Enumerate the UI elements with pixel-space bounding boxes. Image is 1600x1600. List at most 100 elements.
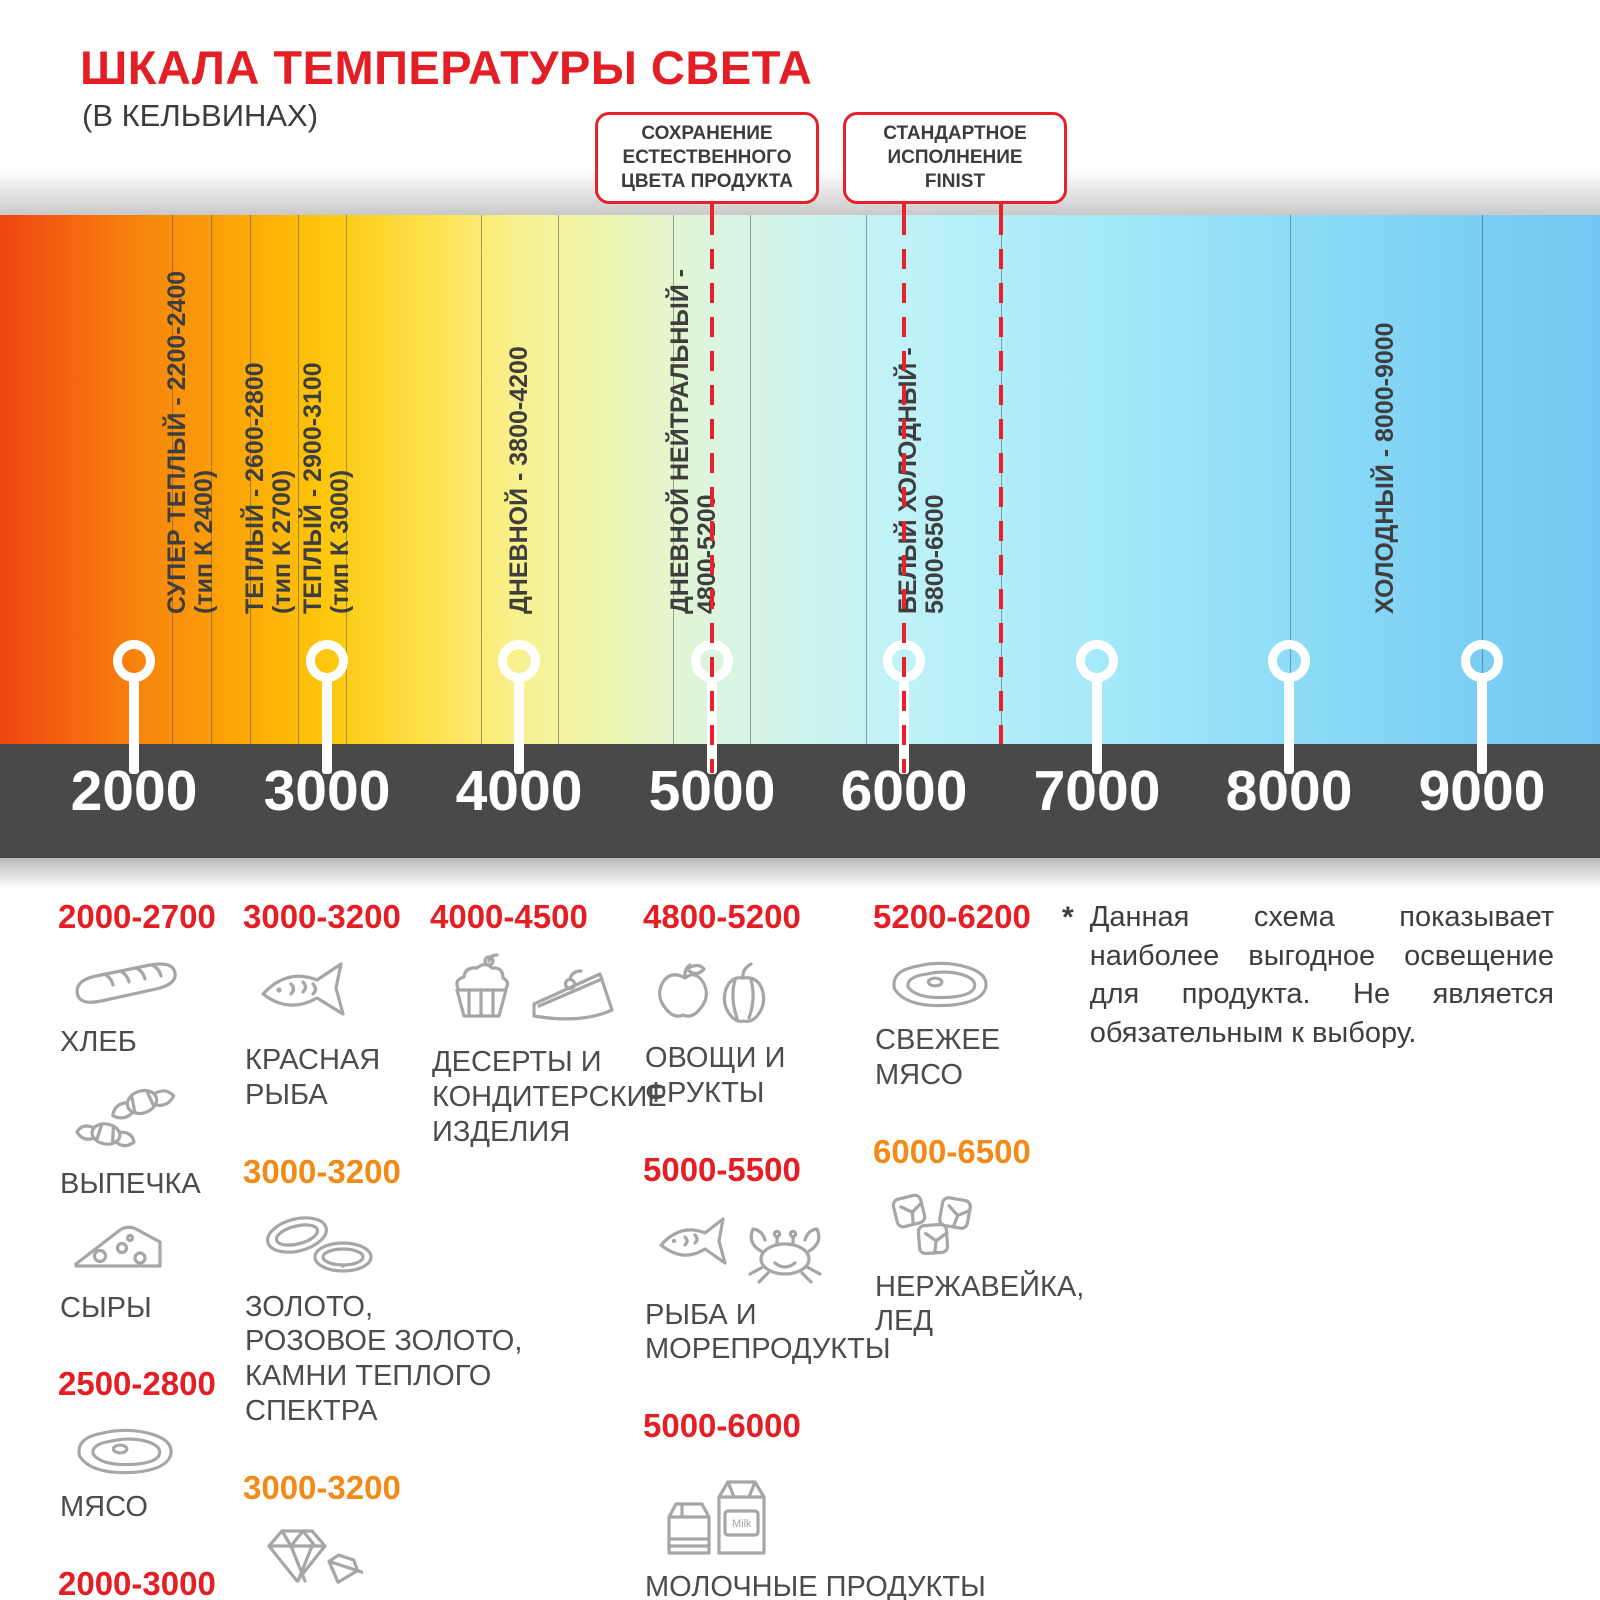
marker-stem-8000 [1284, 674, 1294, 774]
legend-column-1: 2000-2700 ХЛЕБ ВЫПЕЧКА СЫРЫ 2500-2800 МЯ… [58, 898, 216, 1600]
ice-cubes-icon [885, 1187, 1084, 1264]
marker-ring-9000 [1461, 640, 1503, 682]
dashed-line-5000k [710, 215, 714, 773]
callout-leg-6000 [902, 197, 906, 216]
kelvin-axis-bar [0, 744, 1600, 858]
zone-label-text: ТЕПЛЫЙ - 2600-2800 [241, 362, 269, 614]
bottom-shadow-band [0, 858, 1600, 894]
zone-label-warm-3000: ТЕПЛЫЙ - 2900-3100 (тип К 3000) [299, 362, 354, 614]
marker-ring-4000 [498, 640, 540, 682]
boundary-9000k [1482, 215, 1483, 744]
zone-label-text: ХОЛОДНЫЙ - 8000-9000 [1371, 322, 1399, 614]
zone-label-text: ТЕПЛЫЙ - 2900-3100 [299, 362, 327, 614]
item-label: СЫРЫ [60, 1291, 152, 1324]
callout-leg-6500 [999, 197, 1003, 216]
desserts-icon [442, 952, 667, 1039]
tick-7000: 7000 [1033, 759, 1161, 823]
callout-natural-line1: СОХРАНЕНИЕ [641, 122, 773, 144]
marker-ring-8000 [1268, 640, 1310, 682]
page-subtitle: (В КЕЛЬВИНАХ) [82, 98, 319, 133]
callout-natural-line2: ЕСТЕСТВЕННОГО [622, 146, 792, 168]
marker-stem-3000 [322, 674, 332, 774]
item-label: МОЛОЧНЫЕ ПРОДУКТЫ [645, 1571, 986, 1600]
tick-3000: 3000 [263, 759, 391, 823]
range-badge: 6000-6500 [873, 1132, 1031, 1170]
zone-label-text: ДНЕВНОЙ НЕЙТРАЛЬНЫЙ - [666, 268, 694, 614]
legend-column-3: 4000-4500 ДЕСЕРТЫ И КОНДИТЕРСКИЕ ИЗДЕЛИЯ [430, 898, 667, 1157]
fruits-vegetables-icon [655, 952, 986, 1035]
item-label: СВЕЖЕЕ МЯСО [875, 1024, 1001, 1091]
boundary-3800k [481, 215, 482, 744]
range-badge: 2000-3000 [58, 1565, 216, 1600]
range-badge: 3000-3200 [243, 898, 401, 935]
diamonds-icon [255, 1523, 522, 1594]
milk-icon: Milk [655, 1461, 986, 1564]
item-label: НЕРЖАВЕЙКА, ЛЕД [875, 1270, 1085, 1338]
zone-label-text: 4800-5200 [693, 494, 721, 614]
item-label: МЯСО [60, 1491, 148, 1524]
item-label: ЗОЛОТО, РОЗОВОЕ ЗОЛОТО, КАМНИ ТЕПЛОГО СП… [245, 1290, 523, 1427]
red-fish-icon [255, 952, 522, 1037]
meat-icon [70, 1419, 216, 1484]
zone-label-text: (тип К 2700) [268, 469, 296, 614]
range-badge: 5000-6000 [643, 1407, 801, 1445]
boundary-3100k [346, 215, 347, 744]
marker-stem-7000 [1092, 674, 1102, 774]
range-badge: 4800-5200 [643, 898, 801, 935]
item-label: КРАСНАЯ РЫБА [245, 1044, 381, 1111]
boundary-4800k [673, 215, 674, 744]
tick-8000: 8000 [1225, 759, 1353, 823]
boundary-5800k [866, 215, 867, 744]
temperature-gradient-bar [0, 215, 1600, 744]
zone-label-text: ДНЕВНОЙ - 3800-4200 [505, 346, 533, 614]
item-label: ВЫПЕЧКА [60, 1167, 201, 1200]
boundary-5200k [750, 215, 751, 744]
callout-finist-line2: ИСПОЛНЕНИЕ [887, 146, 1023, 168]
item-label: РЫБА И МОРЕПРОДУКТЫ [645, 1298, 891, 1366]
range-badge: 4000-4500 [430, 898, 588, 935]
boundary-2600k [250, 215, 251, 744]
zone-label-daylight: ДНЕВНОЙ - 3800-4200 [505, 346, 533, 614]
boundary-4200k [558, 215, 559, 744]
range-badge: 5000-5500 [643, 1150, 801, 1188]
marker-ring-3000 [306, 640, 348, 682]
marker-stem-9000 [1477, 674, 1487, 774]
marker-ring-2000 [113, 640, 155, 682]
callout-finist-line3: FINIST [924, 171, 986, 193]
item-label: ХЛЕБ [60, 1026, 137, 1058]
callout-natural-line3: ЦВЕТА ПРОДУКТА [620, 171, 794, 193]
footnote: * Данная схема показывает наиболее выгод… [1062, 898, 1554, 1052]
legend-column-2: 3000-3200 КРАСНАЯ РЫБА 3000-3200 ЗОЛОТО,… [243, 898, 522, 1600]
boundary-2850k [298, 215, 299, 744]
range-badge: 2000-2700 [58, 898, 216, 935]
marker-stem-4000 [514, 674, 524, 774]
range-badge: 3000-3200 [243, 1468, 401, 1506]
zone-label-text: СУПЕР ТЕПЛЫЙ - 2200-2400 [163, 270, 191, 614]
bread-icon [70, 952, 216, 1019]
page-title: ШКАЛА ТЕМПЕРАТУРЫ СВЕТА [80, 41, 813, 94]
boundary-2200k [172, 215, 173, 744]
marker-stem-2000 [129, 674, 139, 774]
dashed-line-6000k [902, 215, 906, 773]
item-label: ДЕСЕРТЫ И КОНДИТЕРСКИЕ ИЗДЕЛИЯ [432, 1046, 667, 1148]
zone-label-cold: ХОЛОДНЫЙ - 8000-9000 [1371, 322, 1399, 614]
zone-label-text: БЕЛЫЙ ХОЛОДНЫЙ - [894, 347, 922, 614]
range-badge: 5200-6200 [873, 898, 1031, 935]
boundary-8000k [1290, 215, 1291, 744]
zone-label-text: (тип К 3000) [326, 469, 354, 614]
footnote-asterisk: * [1062, 901, 1074, 934]
zone-label-super-warm: СУПЕР ТЕПЛЫЙ - 2200-2400 (тип К 2400) [163, 270, 218, 614]
marker-ring-7000 [1076, 640, 1118, 682]
milk-caption: Milk [732, 1518, 752, 1530]
callout-natural-color: СОХРАНЕНИЕ ЕСТЕСТВЕННОГО ЦВЕТА ПРОДУКТА [595, 112, 819, 204]
range-badge: 2500-2800 [58, 1365, 216, 1403]
boundary-2400k [211, 215, 212, 744]
fresh-meat-icon [885, 952, 1084, 1017]
dashed-line-6500k [999, 215, 1003, 744]
cheese-icon [70, 1218, 216, 1285]
range-badge: 3000-3200 [243, 1152, 401, 1190]
callout-leg-5000 [710, 197, 714, 216]
callout-finist-standard: СТАНДАРТНОЕ ИСПОЛНЕНИЕ FINIST [843, 112, 1067, 204]
seafood-icon [655, 1205, 986, 1292]
